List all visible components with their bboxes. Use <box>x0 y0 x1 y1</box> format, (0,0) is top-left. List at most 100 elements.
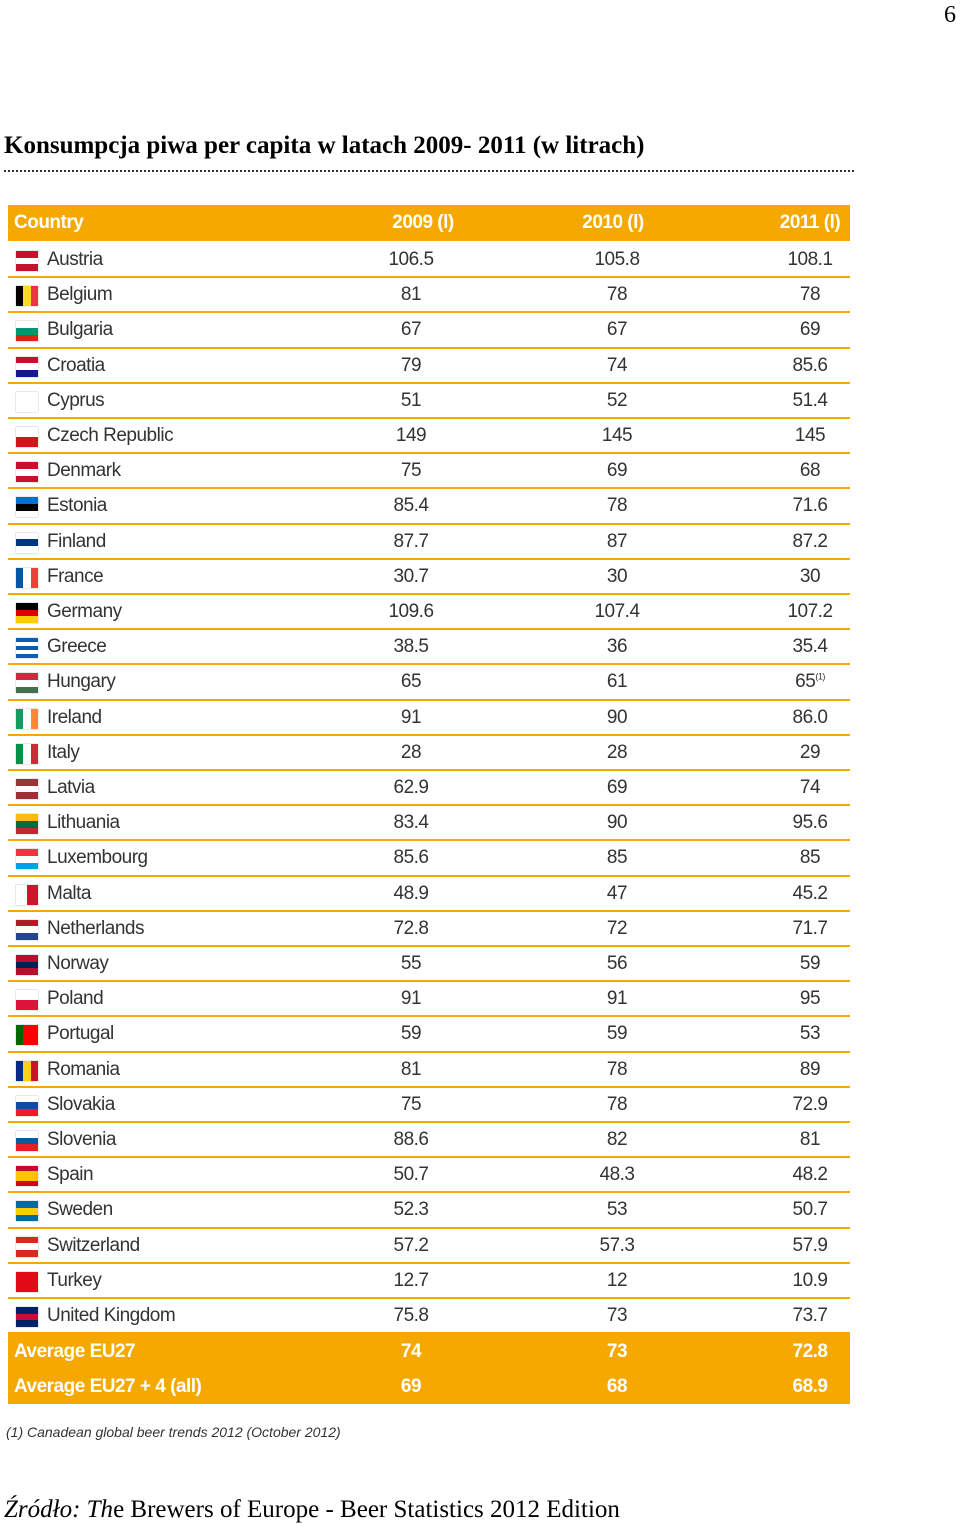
header-cell: 2010 (l) <box>582 212 644 233</box>
cell: 28 <box>400 741 422 763</box>
cell: 85.6 <box>393 847 429 869</box>
cell: 69 <box>606 777 628 798</box>
cell: 51.4 <box>792 389 828 411</box>
row-rule <box>8 1121 850 1123</box>
row-rule <box>8 276 850 279</box>
average-cell: 73 <box>606 1341 628 1363</box>
row-rule <box>8 1332 850 1335</box>
cell: 81 <box>400 1058 422 1080</box>
row-rule <box>8 346 850 349</box>
cell: 75.8 <box>393 1305 429 1326</box>
cell: 53 <box>606 1199 628 1221</box>
row-rule <box>8 980 850 983</box>
source: Źródło: The Brewers of Europe - Beer Sta… <box>4 1496 620 1524</box>
cell: 69 <box>606 460 628 482</box>
cell: 90 <box>606 706 628 728</box>
header-band <box>8 205 850 241</box>
cell: 75 <box>400 1093 422 1115</box>
flag <box>16 708 38 729</box>
cell: 81 <box>799 1129 821 1150</box>
flag <box>16 356 38 377</box>
average-cell: 68 <box>606 1376 628 1398</box>
cell: 73.7 <box>792 1305 828 1326</box>
cell: Latvia <box>47 777 95 798</box>
cell: 47 <box>606 882 628 904</box>
flag <box>16 391 38 412</box>
cell: 69 <box>799 319 821 341</box>
cell: 89 <box>799 1058 821 1080</box>
average-cell: 69 <box>400 1376 422 1398</box>
cell: 91 <box>400 988 422 1010</box>
cell: 10.9 <box>792 1269 828 1291</box>
cell: Romania <box>47 1058 120 1080</box>
cell: 50.7 <box>393 1164 429 1186</box>
row-rule <box>8 839 850 842</box>
cell: 29 <box>799 741 821 763</box>
dotted-line <box>4 170 854 172</box>
flag <box>16 603 38 624</box>
flag <box>16 814 38 835</box>
cell: 12.7 <box>393 1269 429 1291</box>
cell: Ireland <box>47 706 102 728</box>
flag <box>16 1060 38 1081</box>
cell: Italy <box>47 741 80 763</box>
row-rule <box>8 733 850 736</box>
flag <box>16 1095 38 1116</box>
flag <box>16 567 38 588</box>
row-rule <box>8 663 850 666</box>
cell: 75 <box>400 460 422 482</box>
cell: 56 <box>606 953 628 974</box>
cell: 78 <box>606 1093 628 1115</box>
row-rule <box>8 1261 850 1264</box>
cell: 88.6 <box>393 1129 429 1150</box>
cell: 79 <box>400 354 422 376</box>
row-rule <box>8 909 850 912</box>
flag <box>16 638 38 659</box>
cell: 95 <box>799 988 821 1010</box>
source-italic: Źródło: Th <box>4 1496 114 1523</box>
cell: 81 <box>400 284 422 306</box>
average-cell: 74 <box>400 1341 422 1363</box>
cell: 106.5 <box>388 249 434 270</box>
cell: 149 <box>395 425 427 446</box>
cell: 57.3 <box>599 1234 635 1256</box>
row-rule <box>8 557 850 560</box>
cell: 36 <box>606 636 628 658</box>
cell: Malta <box>47 882 91 904</box>
row-rule <box>8 769 850 771</box>
header-cell: 2009 (l) <box>392 212 454 233</box>
flag <box>16 1201 38 1222</box>
flag <box>16 1166 38 1187</box>
flag <box>16 497 38 518</box>
cell: 30 <box>799 565 821 587</box>
cell: 53 <box>799 1023 821 1045</box>
row-rule <box>8 628 850 631</box>
cell: 108.1 <box>787 249 833 270</box>
cell: Cyprus <box>47 389 105 411</box>
cell: 90 <box>606 812 628 834</box>
cell: 78 <box>606 1058 628 1080</box>
cell: 62.9 <box>393 777 429 798</box>
cell: 45.2 <box>792 882 828 904</box>
cell: 74 <box>799 777 821 798</box>
cell: 145 <box>601 425 633 446</box>
cell: 82 <box>606 1129 628 1150</box>
row-rule <box>8 874 850 877</box>
cell: Portugal <box>47 1023 114 1045</box>
cell: 107.4 <box>594 601 640 622</box>
row-rule <box>8 1050 850 1053</box>
table: Country 2009 (l) 2010 (l) 2011 (l) Austria 10… <box>8 205 850 1405</box>
cell: 78 <box>606 284 628 306</box>
source-text: e Brewers of Europe - Beer Statistics 20… <box>113 1496 620 1523</box>
flag <box>16 532 38 553</box>
row-rule <box>8 698 850 701</box>
cell: 145 <box>794 425 826 446</box>
cell: 85 <box>606 847 628 869</box>
cell: 71.7 <box>792 917 828 939</box>
cell: 57.9 <box>792 1234 828 1256</box>
flag <box>16 321 38 342</box>
cell: 91 <box>606 988 628 1010</box>
row-rule <box>8 452 850 455</box>
cell: 59 <box>799 953 821 974</box>
